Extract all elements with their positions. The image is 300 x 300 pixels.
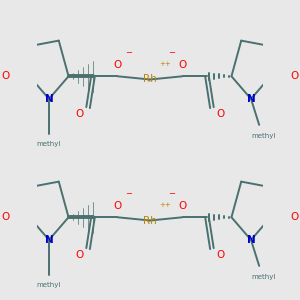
- Text: −: −: [168, 48, 175, 57]
- Text: O: O: [76, 250, 84, 260]
- Text: N: N: [247, 235, 255, 245]
- Text: O: O: [113, 61, 122, 70]
- Text: O: O: [178, 61, 187, 70]
- Text: methyl: methyl: [252, 133, 276, 139]
- Text: −: −: [168, 189, 175, 198]
- Text: O: O: [76, 109, 84, 119]
- Text: N: N: [45, 235, 53, 245]
- Text: −: −: [125, 48, 132, 57]
- Text: O: O: [1, 212, 9, 222]
- Text: methyl: methyl: [252, 274, 276, 280]
- Text: O: O: [113, 202, 122, 212]
- Text: N: N: [45, 94, 53, 104]
- Text: O: O: [291, 71, 299, 81]
- Text: O: O: [178, 202, 187, 212]
- Text: methyl: methyl: [37, 141, 61, 147]
- Text: −: −: [125, 189, 132, 198]
- Text: O: O: [291, 212, 299, 222]
- Text: ++: ++: [159, 61, 170, 68]
- Text: methyl: methyl: [37, 282, 61, 288]
- Text: O: O: [1, 71, 9, 81]
- Text: O: O: [216, 250, 224, 260]
- Text: Rh: Rh: [143, 74, 157, 85]
- Text: O: O: [216, 109, 224, 119]
- Text: ++: ++: [159, 202, 170, 208]
- Text: N: N: [247, 94, 255, 104]
- Text: Rh: Rh: [143, 215, 157, 226]
